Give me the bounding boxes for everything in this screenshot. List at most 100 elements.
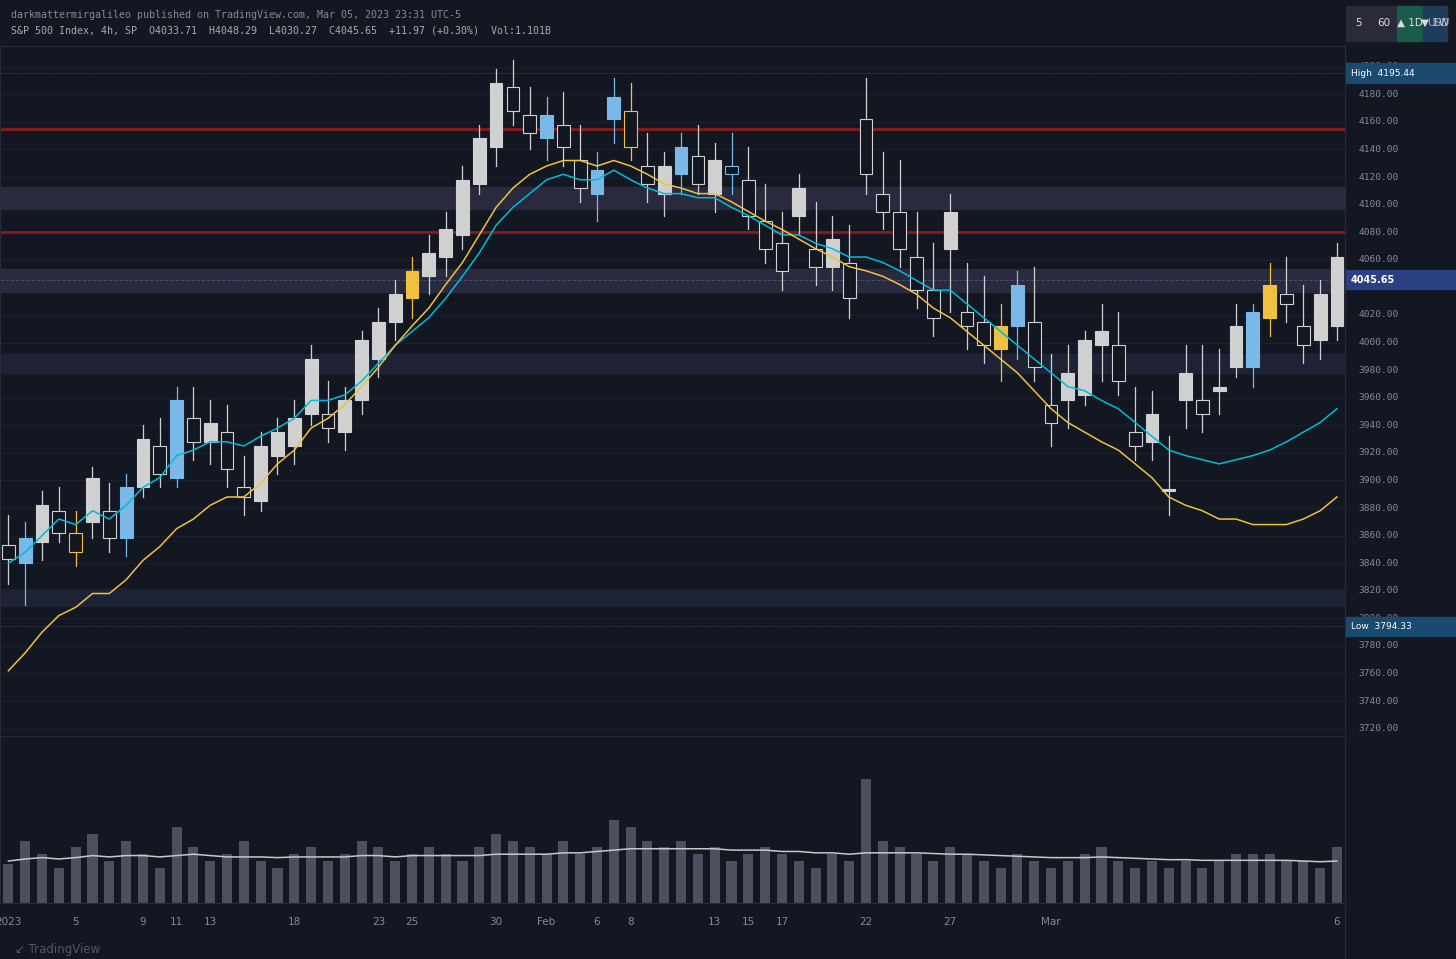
Bar [524, 848, 534, 903]
Bar [1061, 373, 1075, 401]
Bar [441, 854, 451, 903]
Bar [859, 119, 872, 175]
Text: 4120.00: 4120.00 [1358, 173, 1399, 181]
Text: 18: 18 [288, 917, 301, 927]
Text: 27: 27 [943, 917, 957, 927]
Text: ▼ 1W: ▼ 1W [1421, 18, 1449, 28]
Bar [371, 322, 384, 359]
Bar [575, 854, 585, 903]
Text: 8: 8 [628, 917, 633, 927]
Bar [491, 833, 501, 903]
Bar [792, 188, 805, 216]
Bar [1146, 414, 1159, 442]
Bar [188, 848, 198, 903]
Text: Mar: Mar [1041, 917, 1061, 927]
Bar [1181, 861, 1191, 903]
Bar [693, 854, 703, 903]
Bar [1315, 868, 1325, 903]
Bar [457, 861, 467, 903]
Text: 25: 25 [405, 917, 419, 927]
Bar [676, 840, 686, 903]
Bar [911, 854, 922, 903]
Bar [929, 861, 938, 903]
Bar [1128, 433, 1142, 446]
Bar [743, 179, 754, 216]
Bar [1147, 861, 1158, 903]
Bar [288, 418, 301, 446]
Bar [1248, 854, 1258, 903]
Bar [1345, 63, 1456, 82]
Text: 17: 17 [776, 917, 789, 927]
Bar [994, 326, 1008, 349]
Bar [473, 138, 486, 184]
Bar [1423, 6, 1447, 40]
Bar [322, 414, 335, 428]
Bar [323, 861, 333, 903]
Bar [172, 827, 182, 903]
Bar [910, 257, 923, 291]
Text: 3980.00: 3980.00 [1358, 365, 1399, 375]
Bar [1281, 861, 1291, 903]
Bar [408, 854, 416, 903]
Bar [20, 840, 31, 903]
Bar [1179, 373, 1192, 401]
Bar [272, 868, 282, 903]
Text: 3840.00: 3840.00 [1358, 559, 1399, 568]
Bar [389, 294, 402, 322]
Text: 3900.00: 3900.00 [1358, 476, 1399, 485]
Bar [87, 833, 98, 903]
Bar [3, 864, 13, 903]
Bar [593, 848, 601, 903]
Text: High  4195.44: High 4195.44 [1351, 68, 1414, 78]
Bar [1162, 489, 1175, 491]
Bar [1398, 6, 1421, 40]
Bar [205, 861, 215, 903]
Bar [1130, 868, 1140, 903]
Bar [558, 125, 569, 147]
Text: 6: 6 [1334, 917, 1341, 927]
Bar [878, 840, 888, 903]
Text: 22: 22 [859, 917, 872, 927]
Text: 4040.00: 4040.00 [1358, 283, 1399, 292]
Bar [339, 854, 349, 903]
Bar [827, 854, 837, 903]
Bar [945, 848, 955, 903]
Bar [1096, 848, 1107, 903]
Bar [54, 868, 64, 903]
Bar [1230, 854, 1241, 903]
Bar [290, 854, 300, 903]
Text: 30: 30 [489, 917, 502, 927]
Bar [894, 212, 906, 248]
Bar [440, 229, 451, 257]
Text: 15: 15 [741, 917, 756, 927]
Bar [658, 166, 671, 194]
Bar [52, 511, 66, 533]
Text: 4060.00: 4060.00 [1358, 255, 1399, 265]
Bar [475, 848, 485, 903]
Text: 6: 6 [594, 917, 600, 927]
Text: 3880.00: 3880.00 [1358, 503, 1399, 512]
Bar [811, 868, 821, 903]
Text: 3780.00: 3780.00 [1358, 642, 1399, 650]
Bar [239, 840, 249, 903]
Bar [1079, 339, 1091, 395]
Bar [642, 840, 652, 903]
Text: 3800.00: 3800.00 [1358, 614, 1399, 622]
Bar [744, 854, 753, 903]
Bar [0, 354, 1345, 373]
Bar [424, 848, 434, 903]
Bar [137, 439, 150, 487]
Bar [1, 546, 15, 559]
Bar [708, 160, 721, 194]
Bar [1012, 854, 1022, 903]
Bar [1331, 257, 1344, 326]
Bar [153, 446, 166, 474]
Bar [256, 861, 265, 903]
Bar [877, 194, 890, 212]
Bar [1095, 332, 1108, 345]
Bar [119, 487, 132, 538]
Text: ▲ 1D: ▲ 1D [1396, 18, 1423, 28]
Bar [1080, 854, 1089, 903]
Text: 9: 9 [140, 917, 146, 927]
Bar [977, 322, 990, 345]
